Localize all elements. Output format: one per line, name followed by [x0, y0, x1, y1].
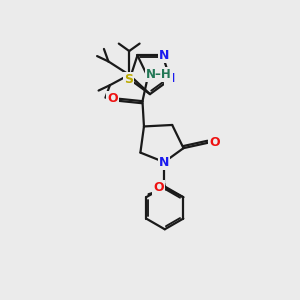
Text: S: S [124, 73, 133, 86]
Text: N: N [159, 156, 169, 169]
Text: O: O [107, 92, 118, 105]
Text: N: N [165, 72, 176, 85]
Text: N–H: N–H [146, 68, 172, 81]
Text: N: N [159, 49, 169, 62]
Text: O: O [153, 181, 164, 194]
Text: O: O [209, 136, 220, 149]
